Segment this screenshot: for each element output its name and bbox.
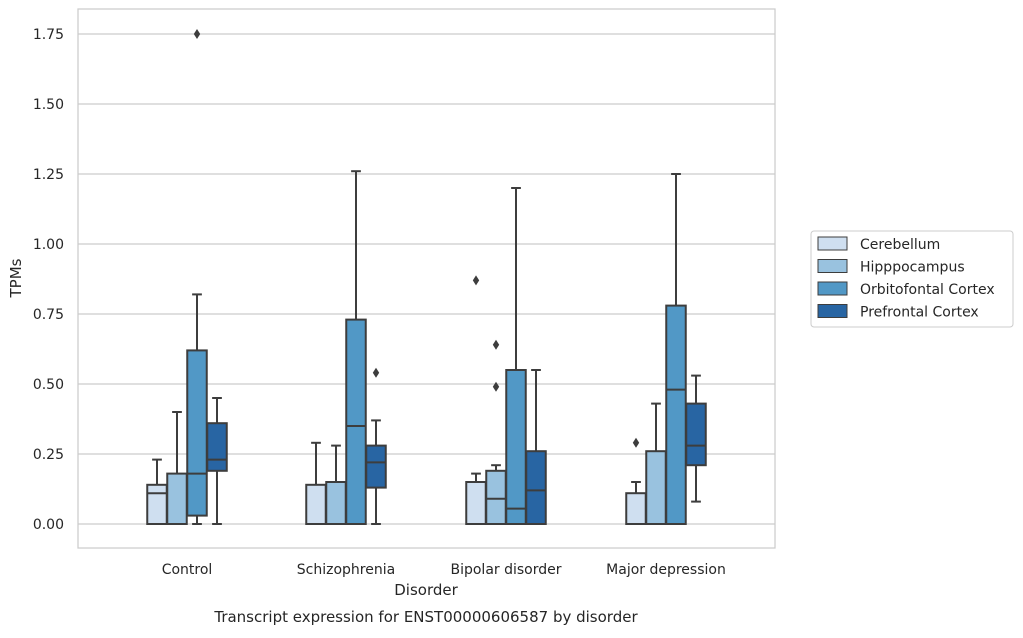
x-tick-label: Control [162,562,213,578]
y-tick-label: 1.75 [33,27,64,43]
box-1-1 [325,444,347,525]
box-body [645,450,667,526]
box-body [365,444,387,489]
legend-swatch [817,281,848,296]
x-tick-labels: Control Schizophrenia Bipolar disorder Majo… [162,562,726,578]
plot-frame [77,8,776,549]
box-1-2 [345,170,367,525]
outlier-point [492,381,500,392]
box-0-3 [206,397,228,525]
box-body [685,402,707,467]
legend-label: Orbitofontal Cortex [860,282,995,298]
legend-label: Prefrontal Cortex [860,305,979,321]
x-axis-label: Disorder [394,581,458,599]
y-tick-label: 0.00 [33,517,64,533]
box-body [186,349,208,517]
plot-marks [146,29,707,526]
outlier-point [472,275,480,286]
legend-frame [810,230,1014,328]
box-3-3 [685,374,707,503]
y-tick-labels: 0.00 0.25 0.50 0.75 1.00 1.25 1.50 1.75 [33,27,64,533]
box-3-1 [645,402,667,526]
y-tick-label: 0.75 [33,307,64,323]
box-body [325,481,347,525]
box-body [166,472,188,526]
y-axis-label: TPMs [7,258,25,298]
box-body [465,481,487,525]
y-tick-label: 1.50 [33,97,64,113]
outlier-point [492,339,500,350]
box-2-1 [485,339,507,525]
legend-swatch [817,236,848,251]
x-tick-label: Bipolar disorder [450,562,561,578]
legend-swatch [817,259,848,273]
outlier-point [193,29,201,39]
y-tick-label: 1.25 [33,167,64,183]
legend: Cerebellum Hipppocampus Orbitofontal Corte… [810,230,1014,328]
legend-label: Hipppocampus [860,260,965,276]
box-1-0 [305,441,327,525]
box-2-3 [525,369,547,526]
box-3-2 [665,173,687,525]
box-body [345,318,367,525]
chart-title: Transcript expression for ENST0000060658… [213,608,638,626]
legend-label: Cerebellum [860,237,940,253]
box-body [525,450,547,526]
box-body [206,422,228,472]
box-2-0 [465,275,487,525]
x-tick-label: Major depression [606,562,726,578]
box-body [665,304,687,525]
box-body [505,369,527,525]
y-tick-label: 0.50 [33,377,64,393]
box-body [625,492,647,526]
x-tick-label: Schizophrenia [297,562,395,578]
box-0-2 [186,29,208,525]
box-0-0 [146,458,168,525]
box-2-2 [505,187,527,525]
y-tick-label: 0.25 [33,447,64,463]
box-0-1 [166,411,188,526]
outlier-point [372,367,380,378]
legend-swatch [817,304,848,318]
box-3-0 [625,437,647,526]
box-body [485,469,507,525]
outlier-point [632,437,640,448]
box-body [305,483,327,525]
box-1-3 [365,367,387,525]
box-body [146,483,168,525]
y-tick-label: 1.00 [33,237,64,253]
